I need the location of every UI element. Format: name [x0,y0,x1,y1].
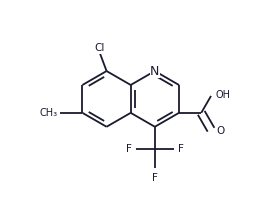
Text: Cl: Cl [95,43,105,53]
Text: F: F [126,144,131,154]
Text: F: F [152,173,158,183]
Text: O: O [216,126,225,136]
Text: N: N [150,65,159,78]
Text: F: F [178,144,184,154]
Text: CH₃: CH₃ [40,108,58,118]
Text: OH: OH [215,91,230,100]
